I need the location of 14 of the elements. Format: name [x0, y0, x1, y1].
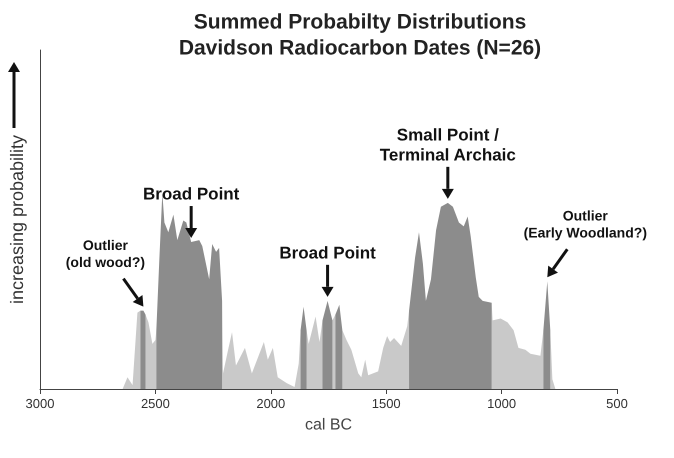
y-axis-title: increasing probability: [7, 134, 27, 304]
chart-title: Summed Probabilty Distributions Davidson Radiocarbon Dates (N=26): [178, 10, 542, 60]
x-tick-label: 1500: [372, 396, 401, 411]
annotation: Broad Point: [279, 243, 376, 262]
x-tick-label: 3000: [26, 396, 54, 411]
x-tick-label: 500: [606, 396, 628, 411]
annotation: Outlier (old wood?): [66, 237, 146, 270]
annotation: Broad Point: [143, 184, 240, 204]
annotation: Small Point / Terminal Archaic: [380, 125, 516, 164]
annotation: Outlier (Early Woodland?): [524, 208, 648, 241]
x-tick-label: 1000: [487, 396, 516, 411]
x-axis-title: cal BC: [304, 416, 352, 434]
x-tick-label: 2000: [256, 396, 286, 411]
x-tick-label: 2500: [140, 396, 170, 411]
